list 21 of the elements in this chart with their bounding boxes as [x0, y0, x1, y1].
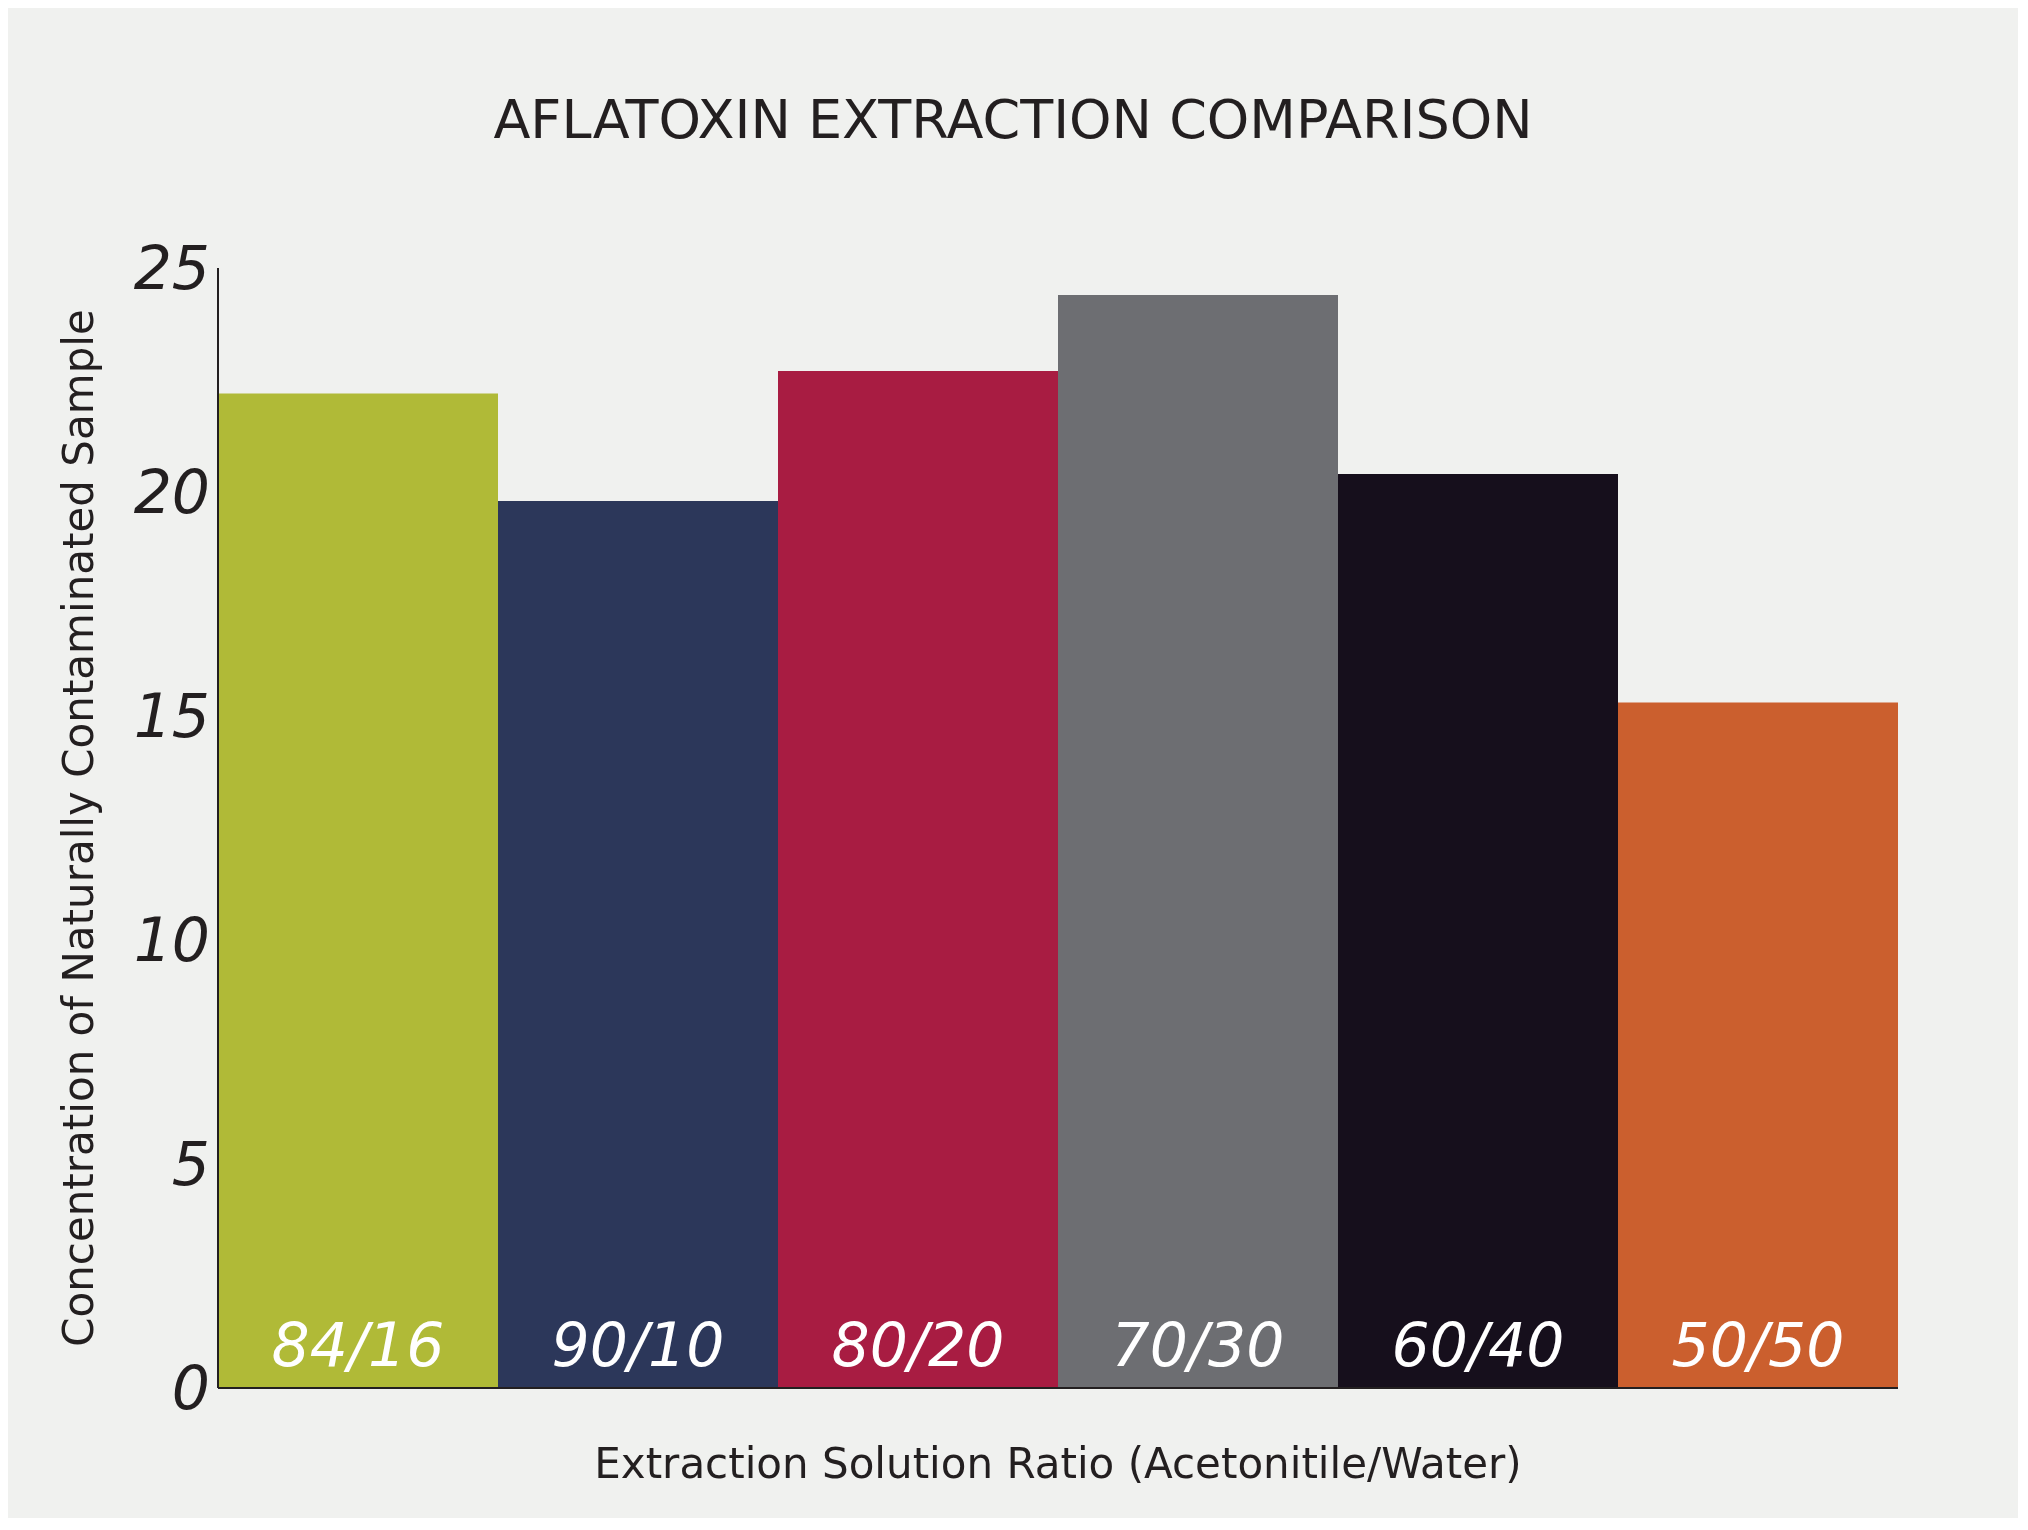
- bar: [498, 500, 778, 1388]
- y-tick-label: 0: [171, 1353, 210, 1424]
- bar: [218, 393, 498, 1388]
- chart-title: AFLATOXIN EXTRACTION COMPARISON: [492, 87, 1534, 153]
- y-tick-label: 10: [133, 905, 210, 976]
- x-axis-title: Extraction Solution Ratio (Acetonitile/Water): [594, 1439, 1522, 1488]
- x-tick-label: 60/40: [1391, 1310, 1565, 1380]
- x-tick-label: 90/10: [551, 1310, 725, 1380]
- y-tick-label: 15: [133, 681, 210, 752]
- x-tick-label: 70/30: [1111, 1310, 1285, 1380]
- bar: [1058, 294, 1338, 1388]
- bar: [778, 371, 1058, 1388]
- bar: [1618, 702, 1898, 1388]
- x-tick-label: 84/16: [271, 1310, 445, 1380]
- x-tick-label: 50/50: [1671, 1310, 1845, 1380]
- y-tick-label: 25: [133, 233, 210, 304]
- y-axis-title: Concentration of Naturally Contaminated Sample: [53, 309, 103, 1347]
- bar: [1338, 474, 1618, 1388]
- x-tick-label: 80/20: [831, 1310, 1005, 1380]
- y-tick-label: 5: [171, 1129, 210, 1200]
- y-tick-label: 20: [133, 457, 210, 528]
